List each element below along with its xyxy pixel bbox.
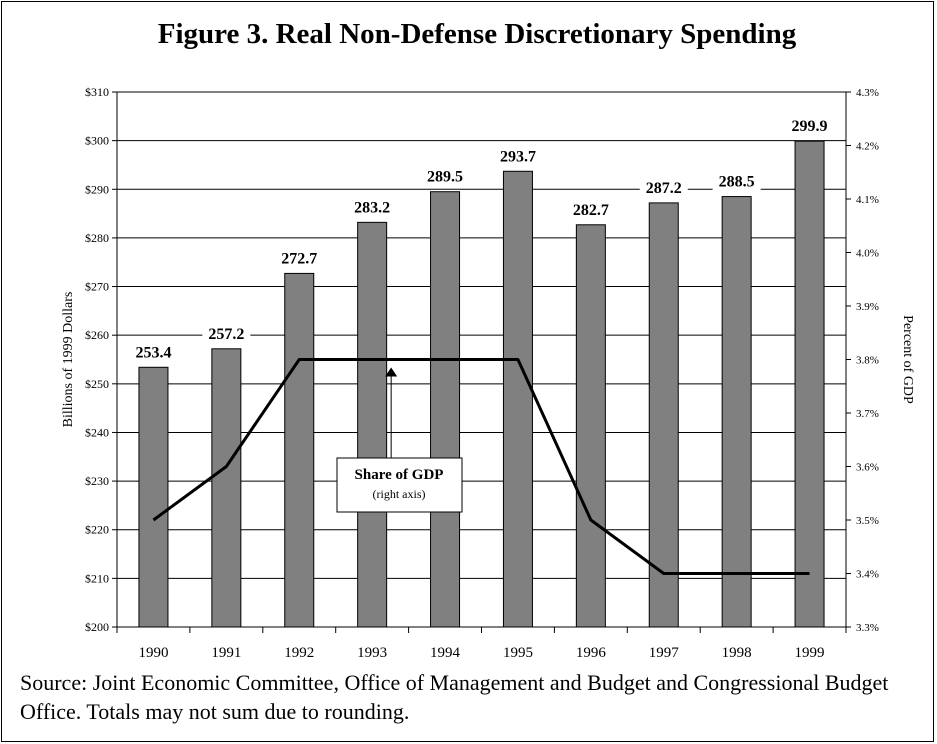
y2-tick-label: 3.8% bbox=[856, 355, 879, 367]
y2-tick-label: 3.5% bbox=[856, 515, 879, 527]
y-tick-label: $210 bbox=[85, 571, 109, 585]
bar-value-label: 282.7 bbox=[573, 202, 609, 219]
y-tick-label: $250 bbox=[85, 377, 109, 391]
bar-label-bg bbox=[639, 177, 688, 197]
bar-value-label: 288.5 bbox=[719, 174, 755, 191]
y-tick-label: $270 bbox=[85, 280, 109, 294]
bar-label-bg bbox=[421, 166, 470, 186]
bar-label-bg bbox=[493, 146, 542, 166]
y2-tick-label: 3.4% bbox=[856, 569, 879, 581]
bar-value-label: 283.2 bbox=[354, 199, 390, 216]
y-tick-label: $200 bbox=[85, 620, 109, 634]
x-tick-label: 1999 bbox=[795, 645, 825, 661]
bar-label-bg bbox=[129, 342, 178, 362]
annotation-subtitle: (right axis) bbox=[373, 487, 426, 501]
bar bbox=[794, 140, 825, 628]
bar-label-bg bbox=[712, 171, 761, 191]
chart-title: Figure 3. Real Non-Defense Discretionary… bbox=[158, 18, 797, 50]
y2-tick-label: 3.6% bbox=[856, 462, 879, 474]
y2-tick-label: 4.1% bbox=[856, 194, 879, 206]
bar bbox=[284, 272, 315, 628]
bar-value-label: 257.2 bbox=[208, 326, 244, 343]
y2-tick-label: 3.7% bbox=[856, 408, 879, 420]
bar-value-label: 293.7 bbox=[500, 148, 536, 165]
bar-label-bg bbox=[202, 323, 251, 343]
y-tick-label: $230 bbox=[85, 474, 109, 488]
x-tick-label: 1992 bbox=[284, 645, 314, 661]
y-tick-label: $310 bbox=[85, 85, 109, 99]
y-tick-label: $220 bbox=[85, 523, 109, 537]
x-tick-label: 1994 bbox=[430, 645, 461, 661]
x-tick-label: 1997 bbox=[649, 645, 680, 661]
bar bbox=[502, 170, 533, 628]
y2-tick-label: 3.9% bbox=[856, 301, 879, 313]
bar-value-label: 289.5 bbox=[427, 169, 463, 186]
y-tick-label: $300 bbox=[85, 134, 109, 148]
y2-tick-label: 3.3% bbox=[856, 622, 879, 634]
y-axis-title: Billions of 1999 Dollars bbox=[61, 292, 76, 428]
x-tick-label: 1990 bbox=[138, 645, 168, 661]
y2-axis-title: Percent of GDP bbox=[900, 315, 915, 404]
x-tick-label: 1998 bbox=[722, 645, 752, 661]
annotation-title: Share of GDP bbox=[355, 467, 444, 483]
bar bbox=[357, 221, 388, 628]
y2-tick-label: 4.2% bbox=[856, 141, 879, 153]
y-tick-label: $240 bbox=[85, 425, 109, 439]
x-tick-label: 1996 bbox=[576, 645, 607, 661]
x-tick-label: 1993 bbox=[357, 645, 387, 661]
y-tick-label: $260 bbox=[85, 328, 109, 342]
y2-tick-label: 4.0% bbox=[856, 248, 879, 260]
bar bbox=[211, 348, 242, 628]
bar bbox=[138, 366, 169, 628]
bar-label-bg bbox=[566, 199, 615, 219]
annotation-arrowhead bbox=[385, 367, 398, 377]
bar bbox=[721, 196, 752, 628]
y2-tick-label: 4.3% bbox=[856, 87, 879, 99]
bar-value-label: 287.2 bbox=[646, 180, 682, 197]
source-note: Source: Joint Economic Committee, Office… bbox=[20, 670, 889, 724]
bar-label-bg bbox=[348, 197, 397, 217]
bar bbox=[575, 224, 606, 628]
bar-value-label: 253.4 bbox=[135, 344, 171, 361]
bar bbox=[648, 202, 679, 628]
bar-value-label: 272.7 bbox=[281, 250, 317, 267]
bar-label-bg bbox=[785, 116, 834, 136]
bar-value-label: 299.9 bbox=[792, 118, 828, 135]
y-tick-label: $290 bbox=[85, 182, 109, 196]
annotation-box bbox=[336, 457, 463, 513]
y-tick-label: $280 bbox=[85, 231, 109, 245]
bar-label-bg bbox=[275, 248, 324, 268]
gdp-share-line bbox=[152, 358, 810, 575]
bar bbox=[430, 191, 461, 628]
x-tick-label: 1995 bbox=[503, 645, 533, 661]
x-tick-label: 1991 bbox=[211, 645, 241, 661]
